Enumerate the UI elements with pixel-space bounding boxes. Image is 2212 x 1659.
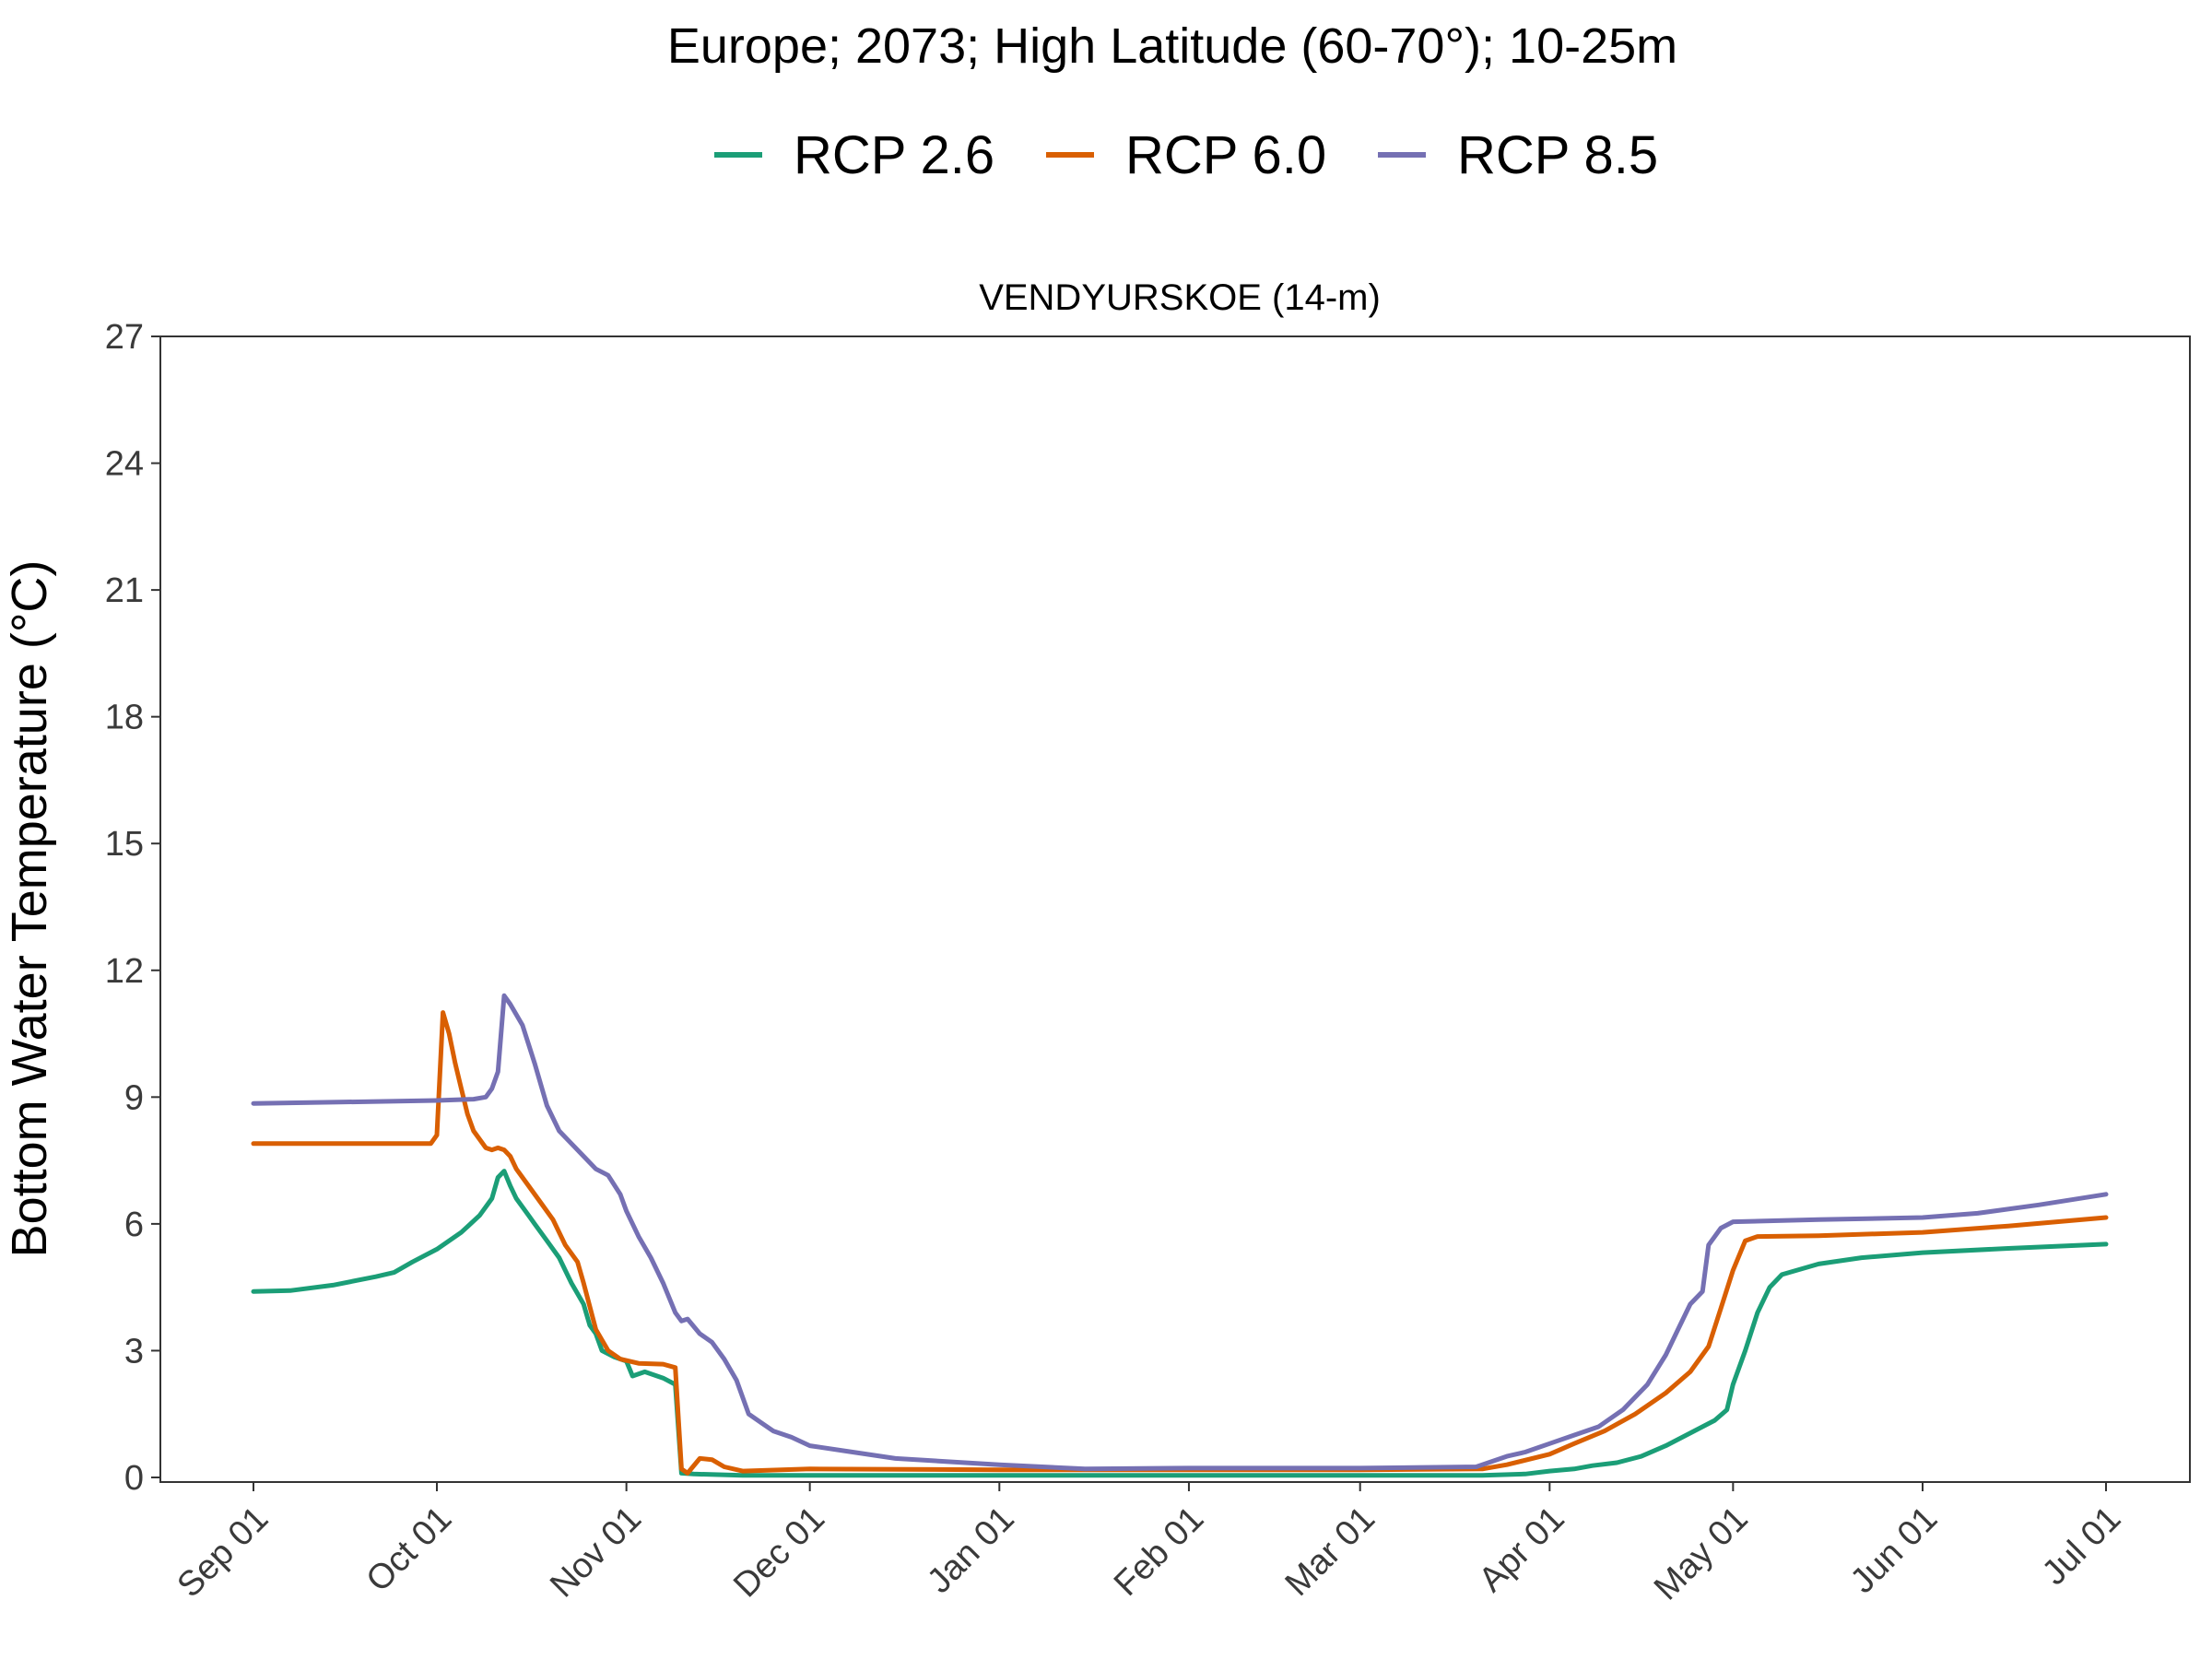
x-tick-label: Oct 01 — [359, 1500, 460, 1600]
x-tick-label: Dec 01 — [726, 1500, 832, 1606]
x-tick-label: Jan 01 — [920, 1500, 1021, 1601]
chart-title: Europe; 2073; High Latitude (60-70°); 10… — [667, 18, 1677, 74]
x-tick-label: May 01 — [1647, 1500, 1756, 1608]
y-tick-label: 0 — [124, 1459, 144, 1498]
y-tick-label: 9 — [124, 1078, 144, 1117]
y-tick-label: 24 — [105, 445, 144, 484]
y-tick-label: 21 — [105, 571, 144, 610]
x-tick-label: Jun 01 — [1843, 1500, 1945, 1601]
legend-label: RCP 6.0 — [1125, 125, 1326, 185]
series-layer — [251, 993, 2109, 1478]
plot-panel — [159, 335, 2191, 1483]
series-line-rcp-6-0 — [251, 1010, 2109, 1476]
y-tick-label: 27 — [105, 318, 144, 357]
series-line-rcp-8-5 — [251, 993, 2109, 1472]
y-tick-label: 18 — [105, 699, 144, 737]
panel-title: VENDYURSKOE (14-m) — [979, 277, 1381, 318]
series-line-rcp-2-6 — [251, 1169, 2109, 1478]
y-axis-label: Bottom Water Temperature (°C) — [2, 560, 57, 1258]
y-tick-label: 15 — [105, 825, 144, 864]
x-axis: Sep 01 Oct 01 Nov 01 Dec 01 Jan 01 Feb 01 Mar … — [170, 1482, 2128, 1607]
x-tick-label: Jul 01 — [2035, 1500, 2128, 1593]
legend-label: RCP 2.6 — [794, 125, 994, 185]
y-tick-label: 6 — [124, 1206, 144, 1244]
x-tick-label: Nov 01 — [543, 1500, 649, 1606]
x-tick-label: Feb 01 — [1107, 1500, 1211, 1604]
legend: RCP 2.6 RCP 6.0 RCP 8.5 — [714, 125, 1658, 185]
y-axis: 0 3 6 9 12 15 18 21 24 27 — [105, 318, 160, 1498]
x-tick-label: Sep 01 — [170, 1500, 276, 1606]
y-tick-label: 12 — [105, 952, 144, 991]
y-tick-label: 3 — [124, 1332, 144, 1371]
x-tick-label: Apr 01 — [1472, 1500, 1572, 1600]
x-tick-label: Mar 01 — [1278, 1500, 1382, 1604]
legend-label: RCP 8.5 — [1457, 125, 1658, 185]
